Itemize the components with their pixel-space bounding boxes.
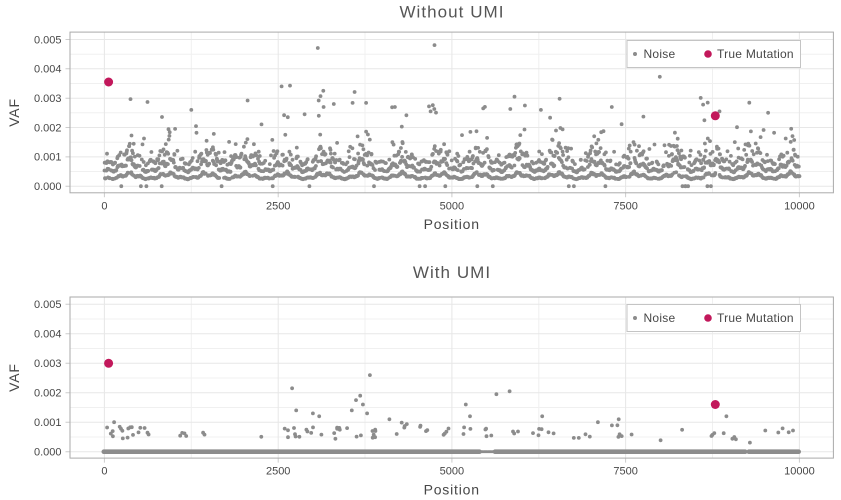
svg-text:Position: Position [424, 216, 480, 232]
svg-text:0.005: 0.005 [34, 34, 62, 46]
svg-text:With UMI: With UMI [413, 263, 491, 282]
svg-text:0.003: 0.003 [34, 358, 62, 370]
svg-text:0.000: 0.000 [34, 447, 62, 459]
svg-text:0.003: 0.003 [34, 93, 62, 105]
svg-text:Position: Position [424, 481, 480, 497]
svg-text:0.001: 0.001 [34, 417, 62, 429]
svg-text:0.002: 0.002 [34, 122, 62, 134]
svg-text:0.002: 0.002 [34, 388, 62, 400]
svg-text:VAF: VAF [6, 98, 22, 127]
svg-text:2500: 2500 [266, 200, 290, 212]
svg-text:0.001: 0.001 [34, 152, 62, 164]
svg-text:Noise: Noise [644, 311, 676, 325]
svg-text:0: 0 [101, 466, 107, 478]
svg-text:0.004: 0.004 [34, 329, 62, 341]
svg-text:0.004: 0.004 [34, 64, 62, 76]
svg-text:5000: 5000 [440, 466, 464, 478]
svg-text:Without UMI: Without UMI [399, 3, 504, 22]
svg-text:True Mutation: True Mutation [717, 311, 794, 325]
svg-text:True Mutation: True Mutation [717, 47, 794, 61]
svg-text:7500: 7500 [613, 466, 637, 478]
svg-text:5000: 5000 [440, 200, 464, 212]
svg-text:0: 0 [101, 200, 107, 212]
svg-text:10000: 10000 [784, 200, 815, 212]
svg-text:7500: 7500 [613, 200, 637, 212]
svg-text:0.000: 0.000 [34, 181, 62, 193]
svg-text:Noise: Noise [644, 47, 676, 61]
svg-text:VAF: VAF [6, 363, 22, 392]
svg-text:0.005: 0.005 [34, 299, 62, 311]
svg-text:2500: 2500 [266, 466, 290, 478]
svg-text:10000: 10000 [784, 466, 815, 478]
